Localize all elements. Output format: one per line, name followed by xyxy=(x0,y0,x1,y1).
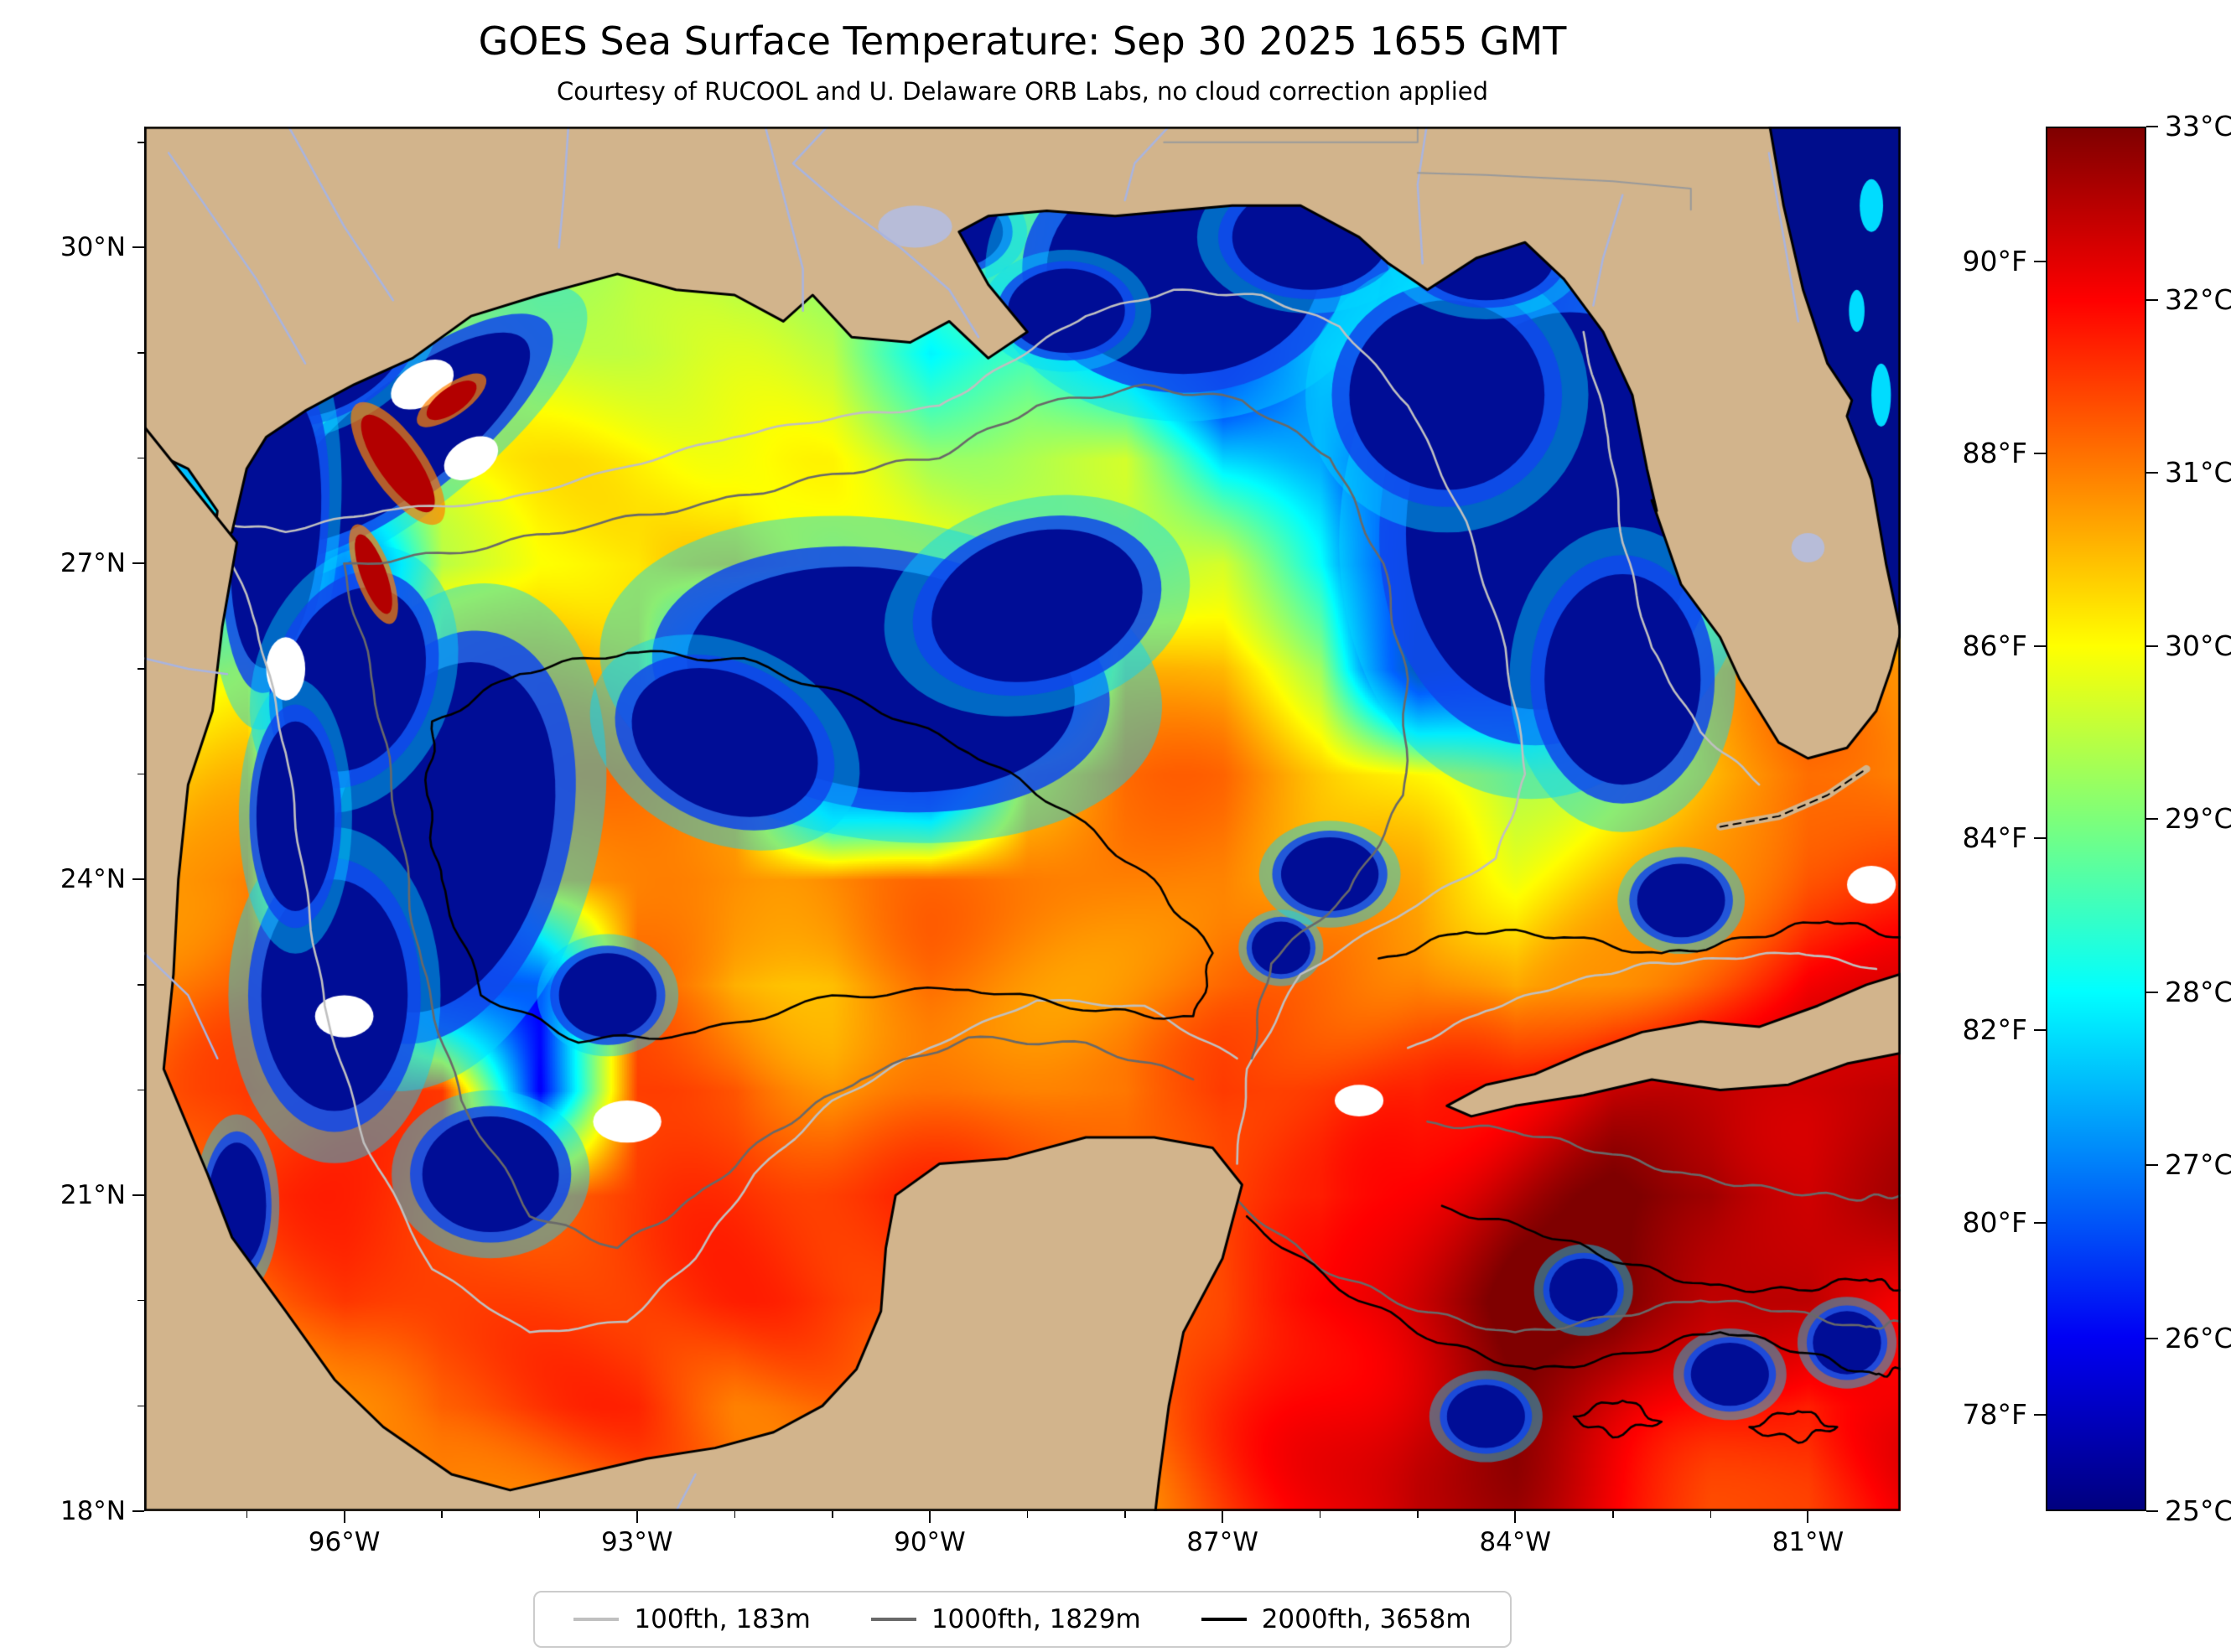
lon-minor-tick xyxy=(1417,1511,1419,1518)
lat-tick-label: 21°N xyxy=(60,1180,126,1211)
colorbar-label-c: 25°C xyxy=(2165,1494,2231,1527)
lat-minor-tick xyxy=(137,142,144,143)
colorbar-gradient xyxy=(2046,127,2146,1511)
lat-minor-tick xyxy=(137,1089,144,1091)
lon-minor-tick xyxy=(1124,1511,1126,1518)
colorbar-label-f: 90°F xyxy=(1962,244,2027,277)
lon-minor-tick xyxy=(832,1511,833,1518)
lat-tick xyxy=(132,1194,144,1197)
lon-tick-label: 90°W xyxy=(894,1527,966,1557)
colorbar-tick-f xyxy=(2034,1414,2046,1416)
legend-item: 100fth, 183m xyxy=(573,1604,811,1634)
lon-tick xyxy=(1222,1511,1224,1523)
colorbar-tick-c xyxy=(2146,1337,2158,1339)
colorbar-tick-c xyxy=(2146,1510,2158,1512)
colorbar-label-c: 31°C xyxy=(2165,456,2231,489)
lon-tick-label: 93°W xyxy=(600,1527,673,1557)
lon-minor-tick xyxy=(441,1511,443,1518)
lon-tick-label: 87°W xyxy=(1186,1527,1258,1557)
colorbar-label-c: 28°C xyxy=(2165,975,2231,1008)
lat-tick xyxy=(132,878,144,881)
colorbar-label-c: 30°C xyxy=(2165,629,2231,662)
lat-tick-label: 18°N xyxy=(60,1496,126,1526)
lat-minor-tick xyxy=(137,984,144,986)
colorbar-label-f: 86°F xyxy=(1962,629,2027,662)
lon-minor-tick xyxy=(1026,1511,1029,1518)
map-plot xyxy=(144,127,1901,1511)
colorbar-tick-c xyxy=(2146,991,2158,993)
lat-minor-tick xyxy=(137,1299,144,1302)
chart-subtitle: Courtesy of RUCOOL and U. Delaware ORB L… xyxy=(556,77,1489,106)
lon-minor-tick xyxy=(538,1511,541,1518)
colorbar-label-f: 84°F xyxy=(1962,821,2027,854)
lat-tick xyxy=(132,246,144,249)
lon-tick-label: 81°W xyxy=(1772,1527,1844,1557)
colorbar-label-c: 29°C xyxy=(2165,802,2231,835)
colorbar-tick-f xyxy=(2034,453,2046,455)
lon-minor-tick xyxy=(246,1511,248,1518)
lon-tick xyxy=(1807,1511,1809,1523)
lon-tick xyxy=(928,1511,931,1523)
lon-tick xyxy=(343,1511,345,1523)
colorbar-tick-c xyxy=(2146,645,2158,647)
lon-tick-label: 84°W xyxy=(1479,1527,1552,1557)
legend-label: 1000fth, 1829m xyxy=(931,1604,1141,1634)
lat-tick xyxy=(132,562,144,565)
legend-item: 2000fth, 3658m xyxy=(1201,1604,1471,1634)
colorbar-tick-f xyxy=(2034,836,2046,839)
colorbar-label-f: 78°F xyxy=(1962,1398,2027,1432)
depth-contour-legend: 100fth, 183m 1000fth, 1829m 2000fth, 3658m xyxy=(144,1591,1901,1648)
colorbar-label-c: 26°C xyxy=(2165,1321,2231,1354)
lat-minor-tick xyxy=(137,457,144,459)
contour-line-sample xyxy=(1201,1618,1247,1621)
lon-tick-label: 96°W xyxy=(308,1527,381,1557)
colorbar-tick-f xyxy=(2034,1221,2046,1224)
colorbar-tick-c xyxy=(2146,472,2158,474)
legend-box: 100fth, 183m 1000fth, 1829m 2000fth, 3658m xyxy=(533,1591,1512,1648)
lat-tick xyxy=(132,1510,144,1512)
colorbar-tick-c xyxy=(2146,298,2158,301)
colorbar-label-f: 82°F xyxy=(1962,1013,2027,1047)
lat-minor-tick xyxy=(137,1405,144,1407)
colorbar-tick-f xyxy=(2034,645,2046,647)
colorbar-tick-f xyxy=(2034,260,2046,262)
colorbar-tick-c xyxy=(2146,818,2158,820)
contour-line-sample xyxy=(573,1618,620,1621)
colorbar-tick-c xyxy=(2146,126,2158,127)
colorbar-tick-c xyxy=(2146,1164,2158,1166)
lon-minor-tick xyxy=(1319,1511,1321,1518)
colorbar-label-c: 32°C xyxy=(2165,282,2231,316)
lat-minor-tick xyxy=(137,352,144,354)
lat-minor-tick xyxy=(137,773,144,775)
colorbar-label-f: 80°F xyxy=(1962,1205,2027,1239)
colorbar-label-c: 27°C xyxy=(2165,1148,2231,1181)
legend-item: 1000fth, 1829m xyxy=(870,1604,1141,1634)
colorbar-tick-f xyxy=(2034,1029,2046,1032)
colorbar-label-c: 33°C xyxy=(2165,110,2231,142)
lat-tick-label: 27°N xyxy=(60,548,126,579)
legend-label: 2000fth, 3658m xyxy=(1261,1604,1471,1634)
lat-tick-label: 24°N xyxy=(60,864,126,895)
lon-minor-tick xyxy=(1710,1511,1712,1518)
lat-tick-label: 30°N xyxy=(60,232,126,263)
legend-label: 100fth, 183m xyxy=(634,1604,811,1634)
lon-tick xyxy=(1514,1511,1517,1523)
lat-minor-tick xyxy=(137,668,144,670)
colorbar-label-f: 88°F xyxy=(1962,437,2027,470)
lon-minor-tick xyxy=(1612,1511,1614,1518)
sst-map-canvas xyxy=(144,127,1901,1511)
contour-line-sample xyxy=(870,1618,916,1621)
lon-minor-tick xyxy=(734,1511,736,1518)
chart-title: GOES Sea Surface Temperature: Sep 30 202… xyxy=(478,18,1567,64)
lon-tick xyxy=(636,1511,638,1523)
